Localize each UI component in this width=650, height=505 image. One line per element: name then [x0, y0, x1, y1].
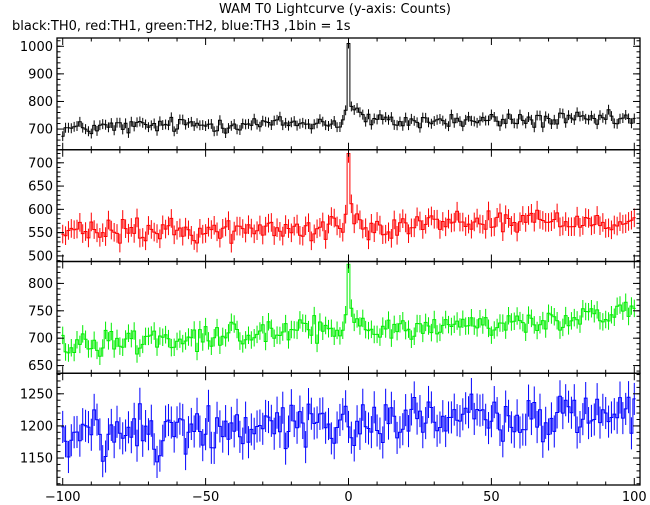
- series-th2: [61, 261, 636, 366]
- y-tick-label: 600: [28, 203, 53, 218]
- y-tick-label: 1250: [20, 387, 53, 402]
- panel-frame: [56, 260, 641, 374]
- series-line-th2: [61, 263, 636, 357]
- panel-th2: 650 700 750 800: [28, 260, 641, 374]
- series-line-th1: [61, 153, 636, 244]
- y-tick-label: 700: [28, 332, 53, 347]
- series-line-th0: [61, 43, 636, 137]
- series-th1: [61, 149, 636, 253]
- panel-frame: [56, 149, 641, 263]
- y-tick-label: 650: [28, 180, 53, 195]
- panel-th1: 500 550 600 650 700: [28, 149, 641, 264]
- y-tick-label: 800: [28, 277, 53, 292]
- y-tick-label: 1200: [20, 419, 53, 434]
- panel-th0: 700 800 900 1000: [20, 37, 641, 151]
- y-tick-label: 800: [28, 95, 53, 110]
- x-axis: −100 −50 0 50 100: [45, 490, 647, 505]
- panel-th3: 1150 1200 1250: [20, 372, 641, 486]
- y-tick-label: 500: [28, 249, 53, 264]
- y-tick-label: 750: [28, 304, 53, 319]
- x-tick-label: −100: [45, 490, 81, 505]
- chart-subtitle: black:TH0, red:TH1, green:TH2, blue:TH3 …: [12, 19, 351, 34]
- series-th0: [61, 38, 636, 142]
- y-tick-label: 700: [28, 123, 53, 138]
- x-tick-label: 0: [344, 490, 352, 505]
- chart-title: WAM T0 Lightcurve (y-axis: Counts): [219, 2, 451, 17]
- panel-frame: [56, 37, 641, 151]
- y-tick-label: 550: [28, 226, 53, 241]
- y-tick-label: 1000: [20, 40, 53, 55]
- x-tick-label: 50: [483, 490, 500, 505]
- y-tick-label: 650: [28, 359, 53, 374]
- y-tick-label: 700: [28, 156, 53, 171]
- series-line-th3: [61, 393, 636, 463]
- panels-group: 700 800 900 1000 500 550 600 650 700 650 700 750 800…: [20, 37, 641, 486]
- y-tick-label: 900: [28, 67, 53, 82]
- y-tick-label: 1150: [20, 452, 53, 467]
- series-th3: [61, 378, 636, 478]
- x-tick-label: 100: [622, 490, 647, 505]
- x-tick-label: −50: [192, 490, 219, 505]
